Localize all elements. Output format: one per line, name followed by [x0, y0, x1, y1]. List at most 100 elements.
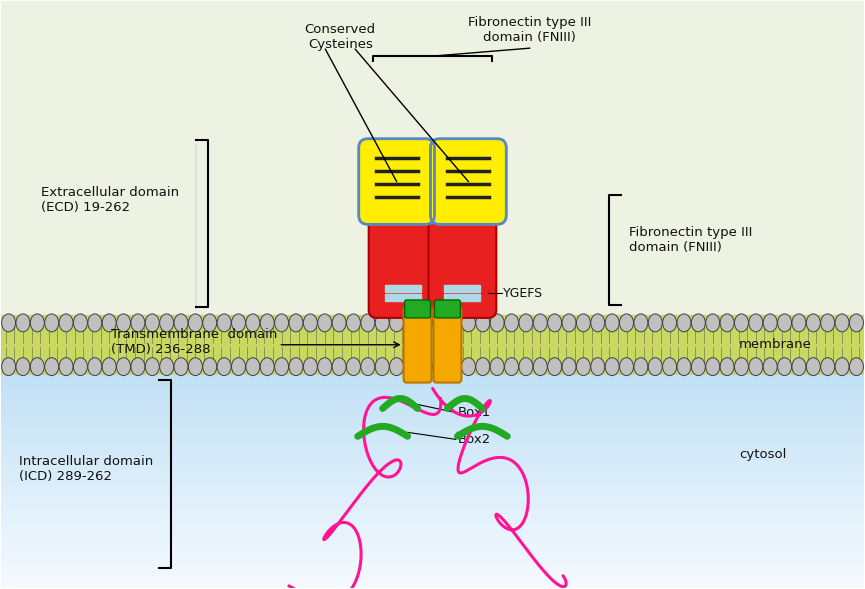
- Ellipse shape: [821, 358, 835, 376]
- Ellipse shape: [375, 358, 389, 376]
- Bar: [2, 534, 863, 541]
- Bar: [2, 465, 863, 471]
- Ellipse shape: [634, 358, 648, 376]
- Bar: [2, 449, 863, 455]
- Text: Extracellular domain
(ECD) 19-262: Extracellular domain (ECD) 19-262: [42, 187, 179, 214]
- Ellipse shape: [734, 358, 748, 376]
- Bar: [2, 540, 863, 546]
- Ellipse shape: [189, 314, 202, 332]
- Ellipse shape: [849, 314, 863, 332]
- Ellipse shape: [534, 358, 548, 376]
- Bar: [2, 444, 863, 450]
- Ellipse shape: [59, 358, 73, 376]
- FancyBboxPatch shape: [428, 193, 497, 318]
- Bar: [2, 375, 863, 381]
- Bar: [2, 513, 863, 519]
- FancyBboxPatch shape: [359, 139, 434, 224]
- Bar: [2, 396, 863, 402]
- Ellipse shape: [347, 314, 361, 332]
- Ellipse shape: [591, 314, 605, 332]
- Bar: [2, 428, 863, 434]
- Ellipse shape: [606, 358, 619, 376]
- Ellipse shape: [821, 314, 835, 332]
- Ellipse shape: [663, 314, 676, 332]
- Ellipse shape: [347, 358, 361, 376]
- Ellipse shape: [174, 314, 188, 332]
- Ellipse shape: [30, 314, 44, 332]
- Ellipse shape: [74, 358, 87, 376]
- Bar: [2, 583, 863, 588]
- Bar: [2, 380, 863, 386]
- Bar: [2, 476, 863, 482]
- Text: Intracellular domain
(ICD) 289-262: Intracellular domain (ICD) 289-262: [19, 455, 154, 483]
- Ellipse shape: [706, 358, 720, 376]
- Ellipse shape: [548, 358, 561, 376]
- Bar: [2, 455, 863, 461]
- Ellipse shape: [246, 314, 260, 332]
- Ellipse shape: [232, 358, 246, 376]
- Ellipse shape: [30, 358, 44, 376]
- Ellipse shape: [16, 314, 30, 332]
- Ellipse shape: [519, 358, 533, 376]
- Ellipse shape: [476, 314, 490, 332]
- Ellipse shape: [562, 358, 576, 376]
- Bar: [2, 406, 863, 413]
- Ellipse shape: [274, 358, 289, 376]
- Ellipse shape: [490, 314, 504, 332]
- Ellipse shape: [749, 358, 763, 376]
- Ellipse shape: [361, 358, 375, 376]
- Text: Conserved
Cysteines: Conserved Cysteines: [304, 24, 376, 51]
- Ellipse shape: [232, 314, 246, 332]
- Ellipse shape: [778, 314, 791, 332]
- Text: membrane: membrane: [739, 338, 812, 351]
- Ellipse shape: [289, 314, 303, 332]
- Ellipse shape: [375, 314, 389, 332]
- Ellipse shape: [691, 314, 705, 332]
- Ellipse shape: [389, 358, 404, 376]
- Ellipse shape: [576, 314, 591, 332]
- Ellipse shape: [849, 358, 863, 376]
- Bar: [2, 412, 863, 418]
- Ellipse shape: [217, 358, 231, 376]
- Ellipse shape: [504, 358, 518, 376]
- Ellipse shape: [490, 358, 504, 376]
- Ellipse shape: [361, 314, 375, 332]
- Text: Fibronectin type III
domain (FNIII): Fibronectin type III domain (FNIII): [630, 226, 753, 254]
- Ellipse shape: [763, 358, 777, 376]
- Ellipse shape: [45, 314, 59, 332]
- FancyBboxPatch shape: [431, 139, 506, 224]
- Ellipse shape: [663, 358, 676, 376]
- Text: YGEFS: YGEFS: [503, 286, 543, 300]
- Ellipse shape: [16, 358, 30, 376]
- Ellipse shape: [289, 358, 303, 376]
- Ellipse shape: [504, 314, 518, 332]
- Ellipse shape: [792, 358, 806, 376]
- Ellipse shape: [721, 314, 734, 332]
- Bar: [445, 285, 480, 292]
- Ellipse shape: [419, 314, 432, 332]
- Ellipse shape: [778, 358, 791, 376]
- Ellipse shape: [88, 314, 102, 332]
- Ellipse shape: [332, 358, 346, 376]
- Bar: [2, 572, 863, 578]
- Ellipse shape: [432, 314, 446, 332]
- Ellipse shape: [576, 358, 591, 376]
- Bar: [2, 555, 863, 562]
- Ellipse shape: [419, 358, 432, 376]
- Ellipse shape: [404, 314, 418, 332]
- Bar: [2, 502, 863, 509]
- Ellipse shape: [59, 314, 73, 332]
- Text: cytosol: cytosol: [739, 448, 786, 461]
- Ellipse shape: [534, 314, 548, 332]
- Ellipse shape: [691, 358, 705, 376]
- Ellipse shape: [202, 358, 217, 376]
- Ellipse shape: [447, 358, 461, 376]
- FancyBboxPatch shape: [433, 307, 461, 383]
- Ellipse shape: [102, 358, 116, 376]
- Bar: [2, 497, 863, 504]
- Ellipse shape: [835, 314, 849, 332]
- Text: Box2: Box2: [458, 433, 490, 446]
- Ellipse shape: [677, 314, 691, 332]
- Ellipse shape: [619, 314, 633, 332]
- Ellipse shape: [246, 358, 260, 376]
